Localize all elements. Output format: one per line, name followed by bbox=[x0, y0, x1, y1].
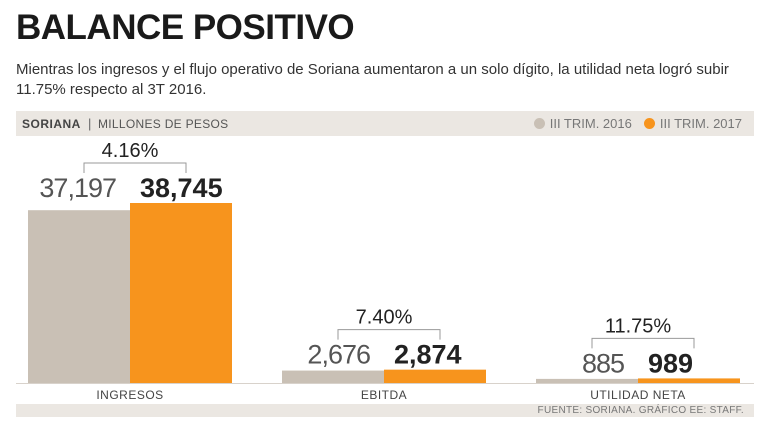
units-label: MILLONES DE PESOS bbox=[98, 117, 229, 131]
legend-item-2017: III TRIM. 2017 bbox=[643, 116, 742, 131]
category-label: INGRESOS bbox=[96, 388, 163, 402]
value-label-2017: 989 bbox=[648, 348, 693, 378]
legend-item-2016: III TRIM. 2016 bbox=[533, 116, 632, 131]
category-label: EBITDA bbox=[361, 388, 407, 402]
source-note: FUENTE: SORIANA. GRÁFICO EE: STAFF. bbox=[537, 405, 744, 416]
bar-utilidad-neta-2016 bbox=[536, 378, 638, 383]
legend-label-2017: III TRIM. 2017 bbox=[659, 116, 742, 131]
legend-swatch-2017 bbox=[643, 118, 655, 129]
bar-ebitda-2017 bbox=[384, 369, 486, 383]
category-label: UTILIDAD NETA bbox=[590, 388, 686, 402]
bar-ingresos-2016 bbox=[28, 210, 130, 383]
separator: | bbox=[88, 116, 92, 131]
bar-ingresos-2017 bbox=[130, 203, 232, 383]
change-label: 4.16% bbox=[102, 140, 159, 162]
value-label-2017: 38,745 bbox=[140, 173, 223, 203]
bar-utilidad-neta-2017 bbox=[638, 378, 740, 383]
bar-ebitda-2016 bbox=[282, 370, 384, 383]
legend-swatch-2016 bbox=[533, 118, 545, 129]
change-label: 11.75% bbox=[605, 315, 672, 337]
chart-title: BALANCE POSITIVO bbox=[16, 8, 355, 47]
chart-subtitle: Mientras los ingresos y el flujo operati… bbox=[16, 61, 729, 98]
legend-label-2016: III TRIM. 2016 bbox=[549, 116, 632, 131]
change-bracket bbox=[83, 162, 187, 173]
value-label-2016: 37,197 bbox=[39, 173, 116, 203]
legend: III TRIM. 2016 III TRIM. 2017 bbox=[522, 116, 742, 131]
value-label-2016: 2,676 bbox=[307, 340, 370, 370]
footer-band: FUENTE: SORIANA. GRÁFICO EE: STAFF. bbox=[16, 404, 754, 417]
brand-label: SORIANA bbox=[22, 117, 81, 131]
change-label: 7.40% bbox=[356, 307, 413, 329]
value-label-2016: 885 bbox=[582, 348, 624, 378]
value-label-2017: 2,874 bbox=[394, 340, 462, 370]
change-bracket bbox=[591, 337, 695, 349]
change-bracket bbox=[337, 329, 441, 340]
header-band: SORIANA | MILLONES DE PESOS III TRIM. 20… bbox=[16, 111, 754, 136]
